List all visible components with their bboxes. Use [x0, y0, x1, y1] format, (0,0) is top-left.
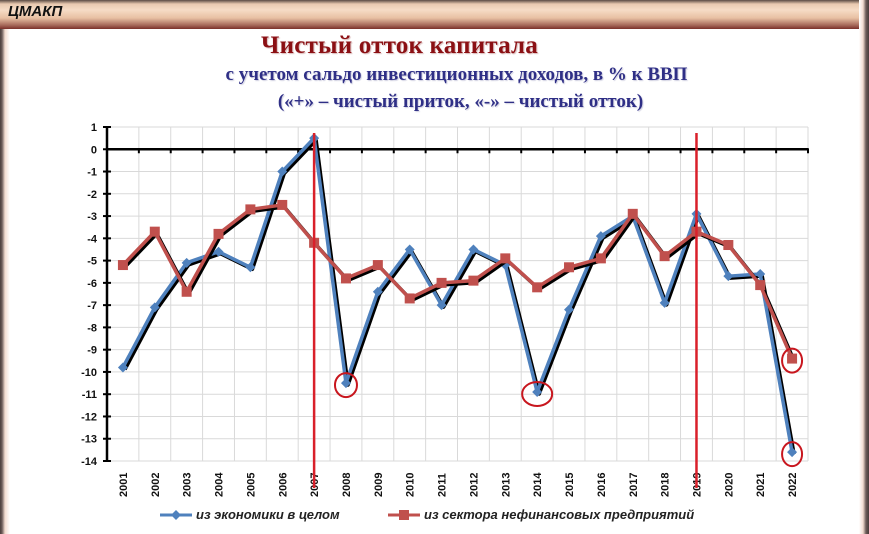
y-tick-label: -6 [87, 278, 97, 290]
square-marker [595, 253, 606, 264]
square-marker [277, 199, 288, 210]
x-tick-label: 2018 [660, 473, 672, 497]
x-tick-label: 2002 [150, 473, 162, 497]
x-tick-label: 2015 [564, 473, 576, 497]
chart-subtitle-note: («+» – чистый приток, «-» – чистый отток… [277, 91, 644, 112]
diamond-marker [404, 244, 415, 255]
y-tick-label: -11 [82, 389, 97, 401]
x-tick-label: 2005 [245, 473, 257, 497]
square-marker [149, 226, 160, 237]
x-tick-label: 2004 [214, 472, 226, 497]
highlight-circle [333, 372, 358, 399]
square-marker [245, 204, 256, 215]
highlight-circle [781, 441, 804, 468]
y-tick-label: -9 [87, 345, 97, 357]
legend-item-nonfinancial: из сектора нефинансовых предприятий [386, 507, 694, 522]
square-marker [117, 260, 128, 271]
x-tick-label: 2014 [532, 472, 544, 497]
header-bar: ЦМАКП [0, 0, 869, 29]
highlight-circle [781, 347, 804, 374]
diamond-marker [723, 271, 734, 282]
diamond-marker [564, 304, 575, 315]
diamond-marker [117, 362, 128, 373]
x-tick-label: 2009 [373, 473, 385, 497]
logo: ЦМАКП [8, 3, 63, 20]
y-tick-label: -4 [87, 233, 98, 245]
diamond-marker [436, 300, 447, 311]
y-tick-label: -13 [81, 434, 97, 446]
square-marker [627, 208, 638, 219]
diamond-marker [595, 231, 606, 242]
y-tick-label: -3 [87, 211, 97, 223]
square-marker [532, 282, 543, 293]
diamond-marker [787, 447, 798, 458]
series-line-economy [121, 136, 794, 453]
diamond-marker [245, 262, 256, 273]
x-tick-label: 2008 [341, 473, 353, 497]
diamond-marker [532, 386, 543, 397]
y-tick-label: -2 [87, 189, 97, 201]
x-tick-label: 2006 [277, 473, 289, 497]
highlight-circle [521, 380, 554, 407]
legend-label-nonfinancial: из сектора нефинансовых предприятий [424, 507, 695, 522]
diamond-marker [340, 378, 351, 389]
square-marker-icon [388, 509, 420, 520]
square-marker [723, 240, 734, 251]
diamond-marker [755, 268, 766, 279]
y-tick-label: -5 [87, 256, 97, 268]
square-marker [213, 228, 224, 239]
y-tick-label: -10 [81, 367, 97, 379]
y-tick-label: -8 [87, 322, 97, 334]
square-marker [659, 251, 670, 262]
square-marker [372, 260, 383, 271]
diamond-marker [149, 302, 160, 313]
x-tick-label: 2001 [118, 473, 130, 497]
y-tick-label: 0 [91, 144, 97, 156]
x-tick-label: 2016 [596, 473, 608, 497]
y-tick-label: 1 [91, 122, 97, 134]
square-marker [404, 293, 415, 304]
square-marker [564, 262, 575, 273]
diamond-marker-icon [160, 509, 192, 520]
y-tick-label: -1 [87, 167, 97, 179]
square-marker [787, 353, 798, 364]
diamond-marker [181, 257, 192, 268]
square-marker [436, 277, 447, 288]
frame-right-border [859, 0, 869, 534]
x-tick-label: 2017 [628, 473, 640, 497]
legend-label-economy: из экономики в целом [196, 507, 340, 522]
square-marker [500, 253, 511, 264]
y-tick-label: -14 [81, 456, 98, 468]
y-tick-label: -12 [81, 411, 97, 423]
chart-subtitle: с учетом сальдо инвестиционных доходов, … [225, 64, 688, 85]
x-tick-label: 2012 [468, 473, 480, 497]
diamond-marker [468, 244, 479, 255]
chart-title: Чистый отток капитала [261, 32, 538, 59]
diamond-marker [372, 286, 383, 297]
square-marker [755, 280, 766, 291]
series-line-nonfinancial [121, 203, 794, 360]
square-marker [468, 275, 479, 286]
x-tick-label: 2010 [405, 473, 417, 497]
square-marker [181, 286, 192, 297]
x-tick-label: 2021 [755, 473, 767, 497]
x-tick-label: 2011 [437, 473, 449, 497]
frame-left-border [0, 29, 10, 534]
legend-item-economy: из экономики в целом [158, 507, 340, 522]
square-marker [340, 273, 351, 284]
y-tick-label: -7 [87, 300, 97, 312]
x-tick-label: 2022 [787, 473, 799, 497]
diamond-marker [659, 297, 670, 308]
legend: из экономики в целом из сектора нефинанс… [0, 507, 869, 527]
diamond-marker [213, 246, 224, 257]
x-tick-label: 2020 [723, 473, 735, 497]
x-tick-label: 2013 [500, 473, 512, 497]
series-shadow [123, 205, 796, 362]
x-tick-label: 2003 [182, 473, 194, 497]
series-shadow [123, 138, 796, 455]
diamond-marker [277, 166, 288, 177]
